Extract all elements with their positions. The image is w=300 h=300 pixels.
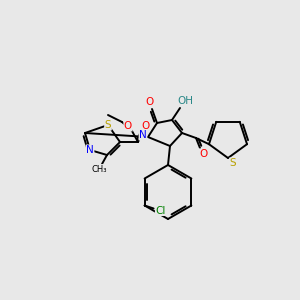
Text: N: N (139, 130, 147, 140)
Text: S: S (230, 158, 236, 168)
Text: O: O (124, 121, 132, 131)
Text: S: S (105, 120, 111, 130)
Text: O: O (146, 97, 154, 107)
Text: O: O (199, 149, 207, 159)
Text: Cl: Cl (155, 206, 166, 215)
Text: OH: OH (177, 96, 193, 106)
Text: O: O (141, 121, 149, 131)
Text: N: N (86, 145, 94, 155)
Text: CH₃: CH₃ (91, 164, 107, 173)
